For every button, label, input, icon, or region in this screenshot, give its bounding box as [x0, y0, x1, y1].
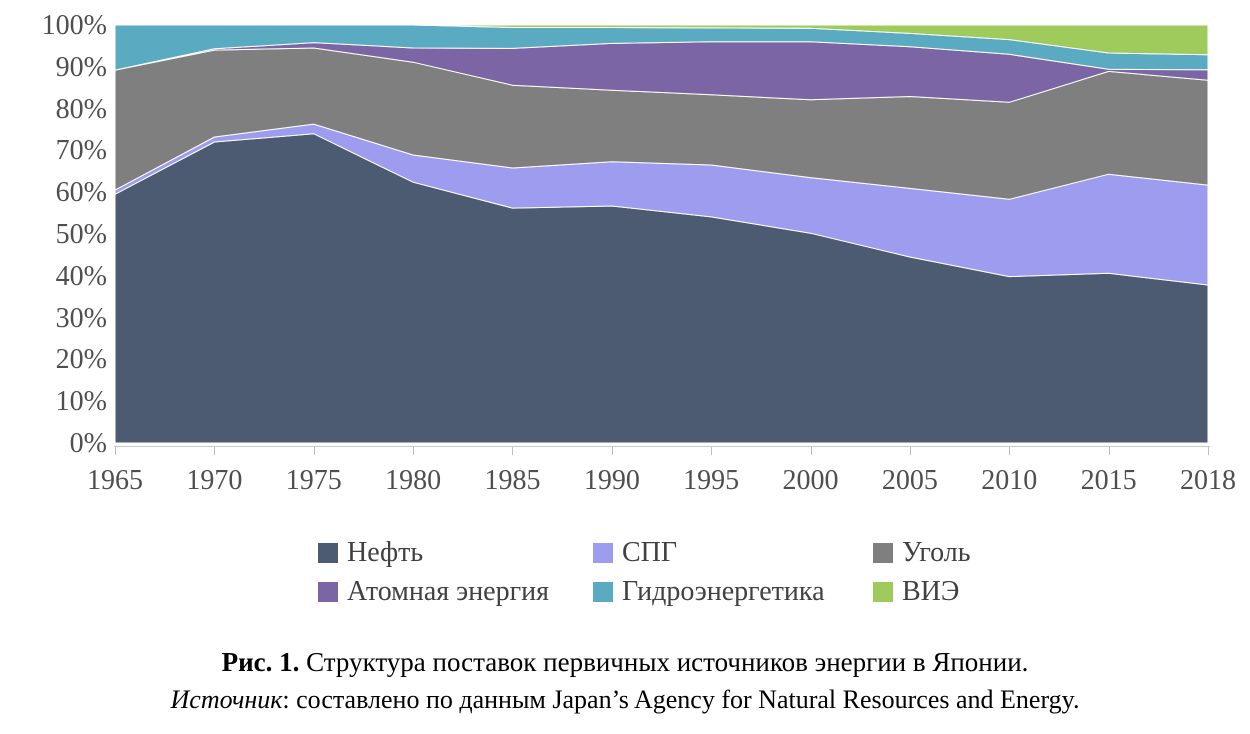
source-text: : составлено по данным Japan’s Agency fo…	[282, 685, 1080, 714]
x-axis-line	[114, 446, 1210, 447]
figure-number: Рис. 1.	[221, 647, 300, 677]
x-axis-label: 1985	[484, 465, 541, 496]
legend-label: СПГ	[622, 537, 678, 568]
x-axis-label: 1995	[683, 465, 740, 496]
x-axis-tick	[115, 447, 116, 455]
y-axis-label: 80%	[55, 93, 107, 125]
x-axis-tick	[1108, 447, 1110, 455]
y-axis-label: 10%	[55, 386, 107, 418]
legend-item: Нефть	[318, 537, 593, 568]
legend-swatch	[318, 543, 338, 563]
legend-item: ВИЭ	[873, 576, 1093, 607]
legend-swatch	[873, 582, 893, 602]
figure-title: Структура поставок первичных источников …	[299, 647, 1029, 677]
x-axis-label: 2018	[1180, 465, 1236, 496]
y-axis-label: 100%	[41, 10, 107, 41]
x-axis-tick	[711, 447, 713, 455]
x-axis-tick	[214, 447, 216, 455]
figure-caption: Рис. 1. Структура поставок первичных ист…	[0, 648, 1250, 677]
legend-swatch	[873, 543, 893, 563]
legend-label: ВИЭ	[902, 576, 960, 607]
area-layer-5	[115, 25, 1208, 55]
y-axis-label: 20%	[55, 344, 107, 376]
x-axis-label: 2000	[782, 465, 839, 496]
x-axis-label: 1980	[385, 465, 442, 496]
x-axis-label: 1965	[87, 465, 143, 496]
x-axis-label: 2015	[1080, 465, 1137, 496]
x-axis-label: 2005	[881, 465, 938, 496]
plot-area	[115, 25, 1208, 443]
legend-item: Атомная энергия	[318, 576, 593, 607]
x-axis-label: 1990	[583, 465, 640, 496]
legend-label: Нефть	[347, 537, 424, 568]
x-axis-tick	[1009, 447, 1011, 455]
legend-swatch	[593, 582, 613, 602]
y-axis-label: 30%	[55, 302, 107, 334]
legend-label: Гидроэнергетика	[622, 576, 825, 607]
x-axis-label: 2010	[981, 465, 1038, 496]
x-axis-tick	[313, 447, 315, 455]
x-axis-tick	[611, 447, 613, 455]
legend-swatch	[318, 582, 338, 602]
y-axis-label: 90%	[55, 51, 107, 83]
legend-label: Уголь	[902, 537, 971, 568]
y-axis-label: 60%	[55, 177, 107, 209]
legend-item: Уголь	[873, 537, 1093, 568]
source-note: Источник: составлено по данным Japan’s A…	[0, 686, 1250, 714]
y-axis-label: 70%	[55, 135, 107, 167]
x-axis-tick	[810, 447, 812, 455]
x-axis-tick	[512, 447, 514, 455]
y-axis-label: 0%	[69, 428, 107, 459]
x-axis-tick	[1208, 447, 1209, 455]
x-axis-tick	[413, 447, 415, 455]
legend-item: Гидроэнергетика	[593, 576, 873, 607]
x-axis-label: 1975	[285, 465, 342, 496]
legend-swatch	[593, 543, 613, 563]
y-axis-label: 40%	[55, 260, 107, 292]
y-axis-label: 50%	[55, 219, 107, 250]
x-axis-tick	[909, 447, 911, 455]
x-axis-label: 1970	[186, 465, 243, 496]
legend-label: Атомная энергия	[347, 576, 549, 607]
source-word: Источник	[170, 685, 283, 714]
legend-item: СПГ	[593, 537, 873, 568]
chart-legend: Нефть СПГ Уголь Атомная энергия Гидроэнергет…	[318, 537, 1093, 607]
